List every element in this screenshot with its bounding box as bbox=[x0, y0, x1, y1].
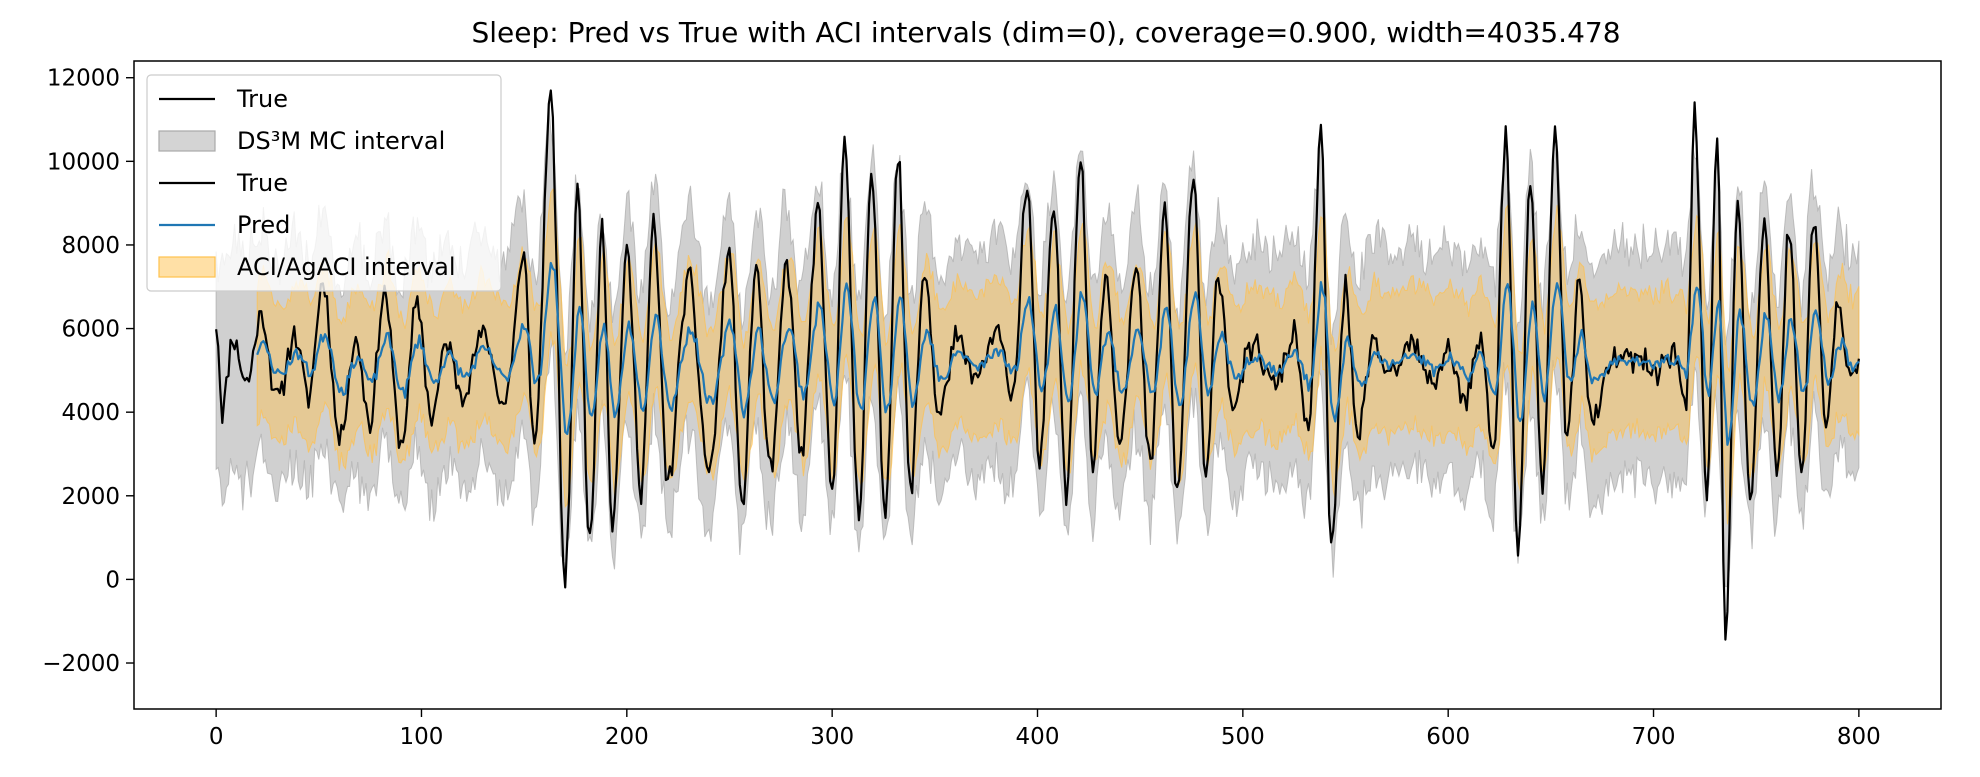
x-tick-label: 800 bbox=[1837, 724, 1881, 750]
legend-swatch bbox=[158, 130, 216, 152]
legend: True DS³M MC interval True Pred ACI/AgACI in… bbox=[146, 74, 502, 292]
legend-label: DS³M MC interval bbox=[237, 127, 445, 155]
legend-label: True bbox=[236, 85, 288, 113]
plot-area bbox=[215, 89, 1860, 641]
x-tick-label: 600 bbox=[1426, 724, 1470, 750]
y-tick-label: 2000 bbox=[61, 484, 120, 510]
x-tick-label: 400 bbox=[1016, 724, 1060, 750]
y-tick-label: 10000 bbox=[47, 149, 120, 175]
x-tick-label: 700 bbox=[1632, 724, 1676, 750]
y-tick-label: 0 bbox=[105, 567, 120, 593]
x-tick-label: 200 bbox=[605, 724, 649, 750]
y-tick-label: 8000 bbox=[61, 233, 120, 259]
x-tick-label: 500 bbox=[1221, 724, 1265, 750]
chart-title: Sleep: Pred vs True with ACI intervals (… bbox=[471, 16, 1620, 49]
y-axis: −2000 0 2000 4000 6000 8000 10000 12000 bbox=[42, 66, 134, 677]
x-tick-label: 300 bbox=[810, 724, 854, 750]
x-axis: 0 100 200 300 400 500 600 700 800 bbox=[209, 709, 1881, 750]
pred-series-line bbox=[256, 261, 1860, 446]
legend-label: ACI/AgACI interval bbox=[237, 253, 456, 281]
legend-label: True bbox=[236, 169, 288, 197]
legend-label: Pred bbox=[237, 211, 290, 239]
y-tick-label: −2000 bbox=[42, 651, 120, 677]
y-tick-label: 12000 bbox=[47, 66, 120, 92]
legend-box bbox=[146, 74, 502, 292]
x-tick-label: 100 bbox=[400, 724, 444, 750]
legend-swatch bbox=[158, 256, 216, 278]
y-tick-label: 4000 bbox=[61, 400, 120, 426]
y-tick-label: 6000 bbox=[61, 317, 120, 343]
ds3m-interval-band bbox=[215, 102, 1860, 588]
x-tick-label: 0 bbox=[209, 724, 224, 750]
